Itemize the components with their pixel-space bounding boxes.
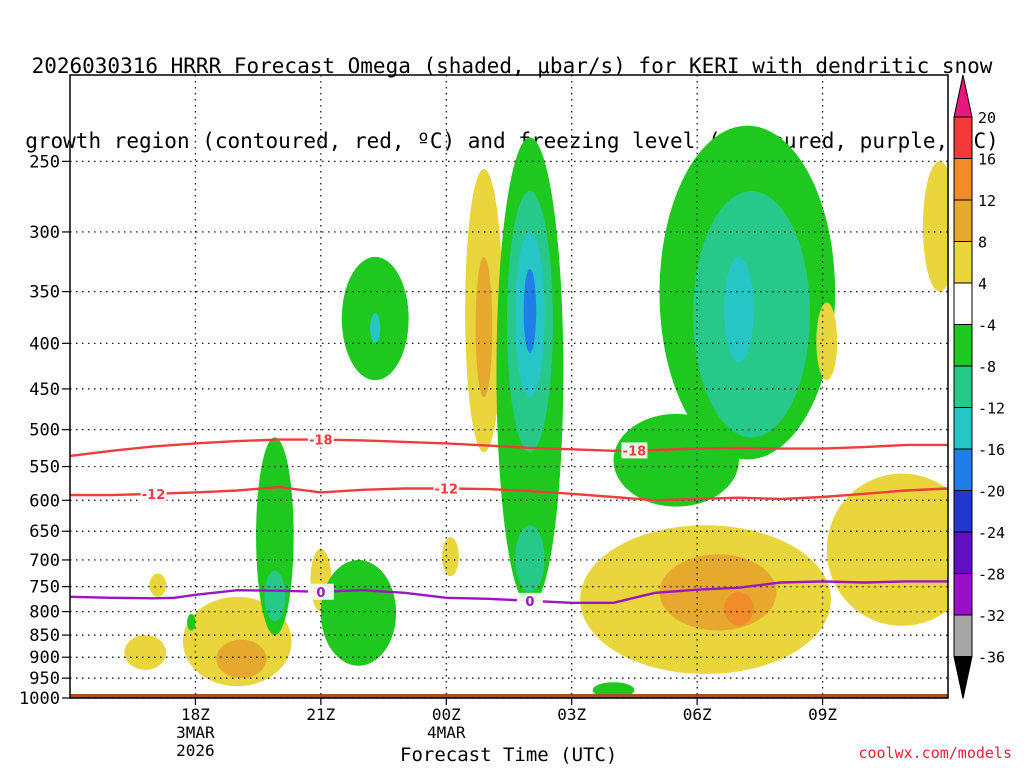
colorbar-segment-2 [953, 158, 973, 201]
colorbar-label-0: 20 [978, 109, 996, 127]
y-tick-label-700: 700 [29, 551, 60, 571]
y-tick-label-500: 500 [29, 421, 60, 441]
omega-region-4 [187, 614, 196, 631]
omega-region-8 [320, 559, 397, 666]
colorbar-segment-11 [953, 531, 973, 574]
colorbar-segment-5 [953, 282, 973, 325]
contour-label-bg-dendritic-bottom-0 [140, 485, 167, 502]
y-tick-label-1000: 1000 [19, 689, 60, 709]
omega-region-24 [659, 554, 777, 631]
y-tick-label-750: 750 [29, 578, 60, 598]
x-tick-label-3-0: 21Z [306, 705, 335, 724]
colorbar-label-12: -32 [978, 607, 1005, 625]
y-tick-label-350: 350 [29, 283, 60, 303]
y-tick-label-900: 900 [29, 648, 60, 668]
colorbar-segment-8 [953, 407, 973, 450]
colorbar-label-13: -36 [978, 649, 1005, 667]
colorbar-label-1: 16 [978, 151, 996, 169]
omega-region-1 [149, 573, 167, 597]
x-tick-label-9-0: 03Z [557, 705, 586, 724]
omega-region-26 [826, 473, 948, 626]
colorbar-label-3: 8 [978, 234, 987, 252]
colorbar-arrow-top [953, 74, 973, 118]
x-axis-label: Forecast Time (UTC) [400, 744, 618, 766]
colorbar-segment-10 [953, 490, 973, 533]
y-tick-label-550: 550 [29, 458, 60, 478]
omega-region-25 [724, 591, 754, 626]
omega-region-27 [922, 161, 948, 292]
colorbar-segment-9 [953, 448, 973, 491]
omega-region-6 [264, 570, 286, 622]
colorbar-label-9: -20 [978, 483, 1005, 501]
contour-label-bg-dendritic-top-0 [307, 431, 334, 448]
omega-shading-layer [70, 125, 948, 698]
contour-dendritic-bottom [70, 485, 948, 502]
colorbar-segment-13 [953, 614, 973, 657]
y-tick-label-850: 850 [29, 626, 60, 646]
chart-title-line1: 2026030316 HRRR Forecast Omega (shaded, … [31, 54, 993, 78]
omega-region-13 [475, 256, 493, 398]
x-tick-label-6-1: 4MAR [427, 723, 466, 742]
credit-link[interactable]: coolwx.com/models [858, 744, 1012, 762]
y-tick-label-400: 400 [29, 334, 60, 354]
x-tick-label-15-0: 09Z [808, 705, 837, 724]
chart-title-line2: growth region (contoured, red, ºC) and f… [25, 129, 999, 153]
plot-frame [69, 74, 949, 699]
contour-label-bg-dendritic-bottom-1 [433, 480, 460, 497]
contour-dendritic-top [70, 438, 948, 458]
colorbar-label-2: 12 [978, 192, 996, 210]
contour-label-freezing-level-1: 0 [525, 595, 534, 610]
x-tick-label-6-0: 00Z [432, 705, 461, 724]
colorbar-label-6: -8 [978, 358, 996, 376]
omega-region-28 [816, 302, 838, 381]
contour-label-freezing-level-0: 0 [316, 586, 325, 601]
contour-label-bg-freezing-level-0 [307, 583, 334, 600]
colorbar-segment-6 [953, 324, 973, 367]
colorbar-segment-1 [953, 116, 973, 159]
contour-label-dendritic-bottom-1: -12 [435, 482, 459, 497]
y-tick-label-600: 600 [29, 491, 60, 511]
colorbar-segment-7 [953, 365, 973, 408]
chart-title: 2026030316 HRRR Forecast Omega (shaded, … [0, 4, 1024, 179]
contour-label-bg-dendritic-top-1 [621, 442, 648, 459]
omega-region-22 [724, 256, 754, 363]
colorbar-label-7: -12 [978, 400, 1005, 418]
omega-region-11 [442, 537, 459, 577]
y-tick-label-950: 950 [29, 669, 60, 689]
x-tick-label-0-0: 18Z [181, 705, 210, 724]
y-tick-label-800: 800 [29, 603, 60, 623]
colorbar-arrow-bottom [953, 656, 973, 699]
contour-label-dendritic-bottom-0: -12 [142, 488, 166, 503]
contour-label-dendritic-top-1: -18 [623, 444, 647, 459]
omega-region-0 [124, 635, 167, 670]
colorbar-segment-4 [953, 241, 973, 284]
x-tick-label-0-2: 2026 [176, 741, 215, 760]
contour-freezing-level [70, 580, 948, 604]
y-tick-label-300: 300 [29, 223, 60, 243]
x-tick-label-12-0: 06Z [683, 705, 712, 724]
colorbar-label-4: 4 [978, 275, 987, 293]
omega-region-3 [216, 639, 267, 679]
omega-region-10 [370, 313, 381, 344]
contour-label-dendritic-top-0: -18 [309, 434, 333, 449]
omega-region-17 [523, 268, 537, 353]
colorbar-label-8: -16 [978, 441, 1005, 459]
colorbar-segment-3 [953, 199, 973, 242]
colorbar-label-11: -28 [978, 566, 1005, 584]
y-tick-label-650: 650 [29, 522, 60, 542]
contour-label-bg-freezing-level-1 [516, 592, 543, 609]
colorbar-label-5: -4 [978, 317, 996, 335]
x-tick-label-0-1: 3MAR [176, 723, 215, 742]
colorbar-label-10: -24 [978, 524, 1005, 542]
omega-region-18 [515, 525, 545, 592]
y-tick-label-450: 450 [29, 380, 60, 400]
ground-strip [70, 694, 948, 698]
y-tick-label-250: 250 [29, 152, 60, 172]
colorbar-segment-12 [953, 573, 973, 616]
